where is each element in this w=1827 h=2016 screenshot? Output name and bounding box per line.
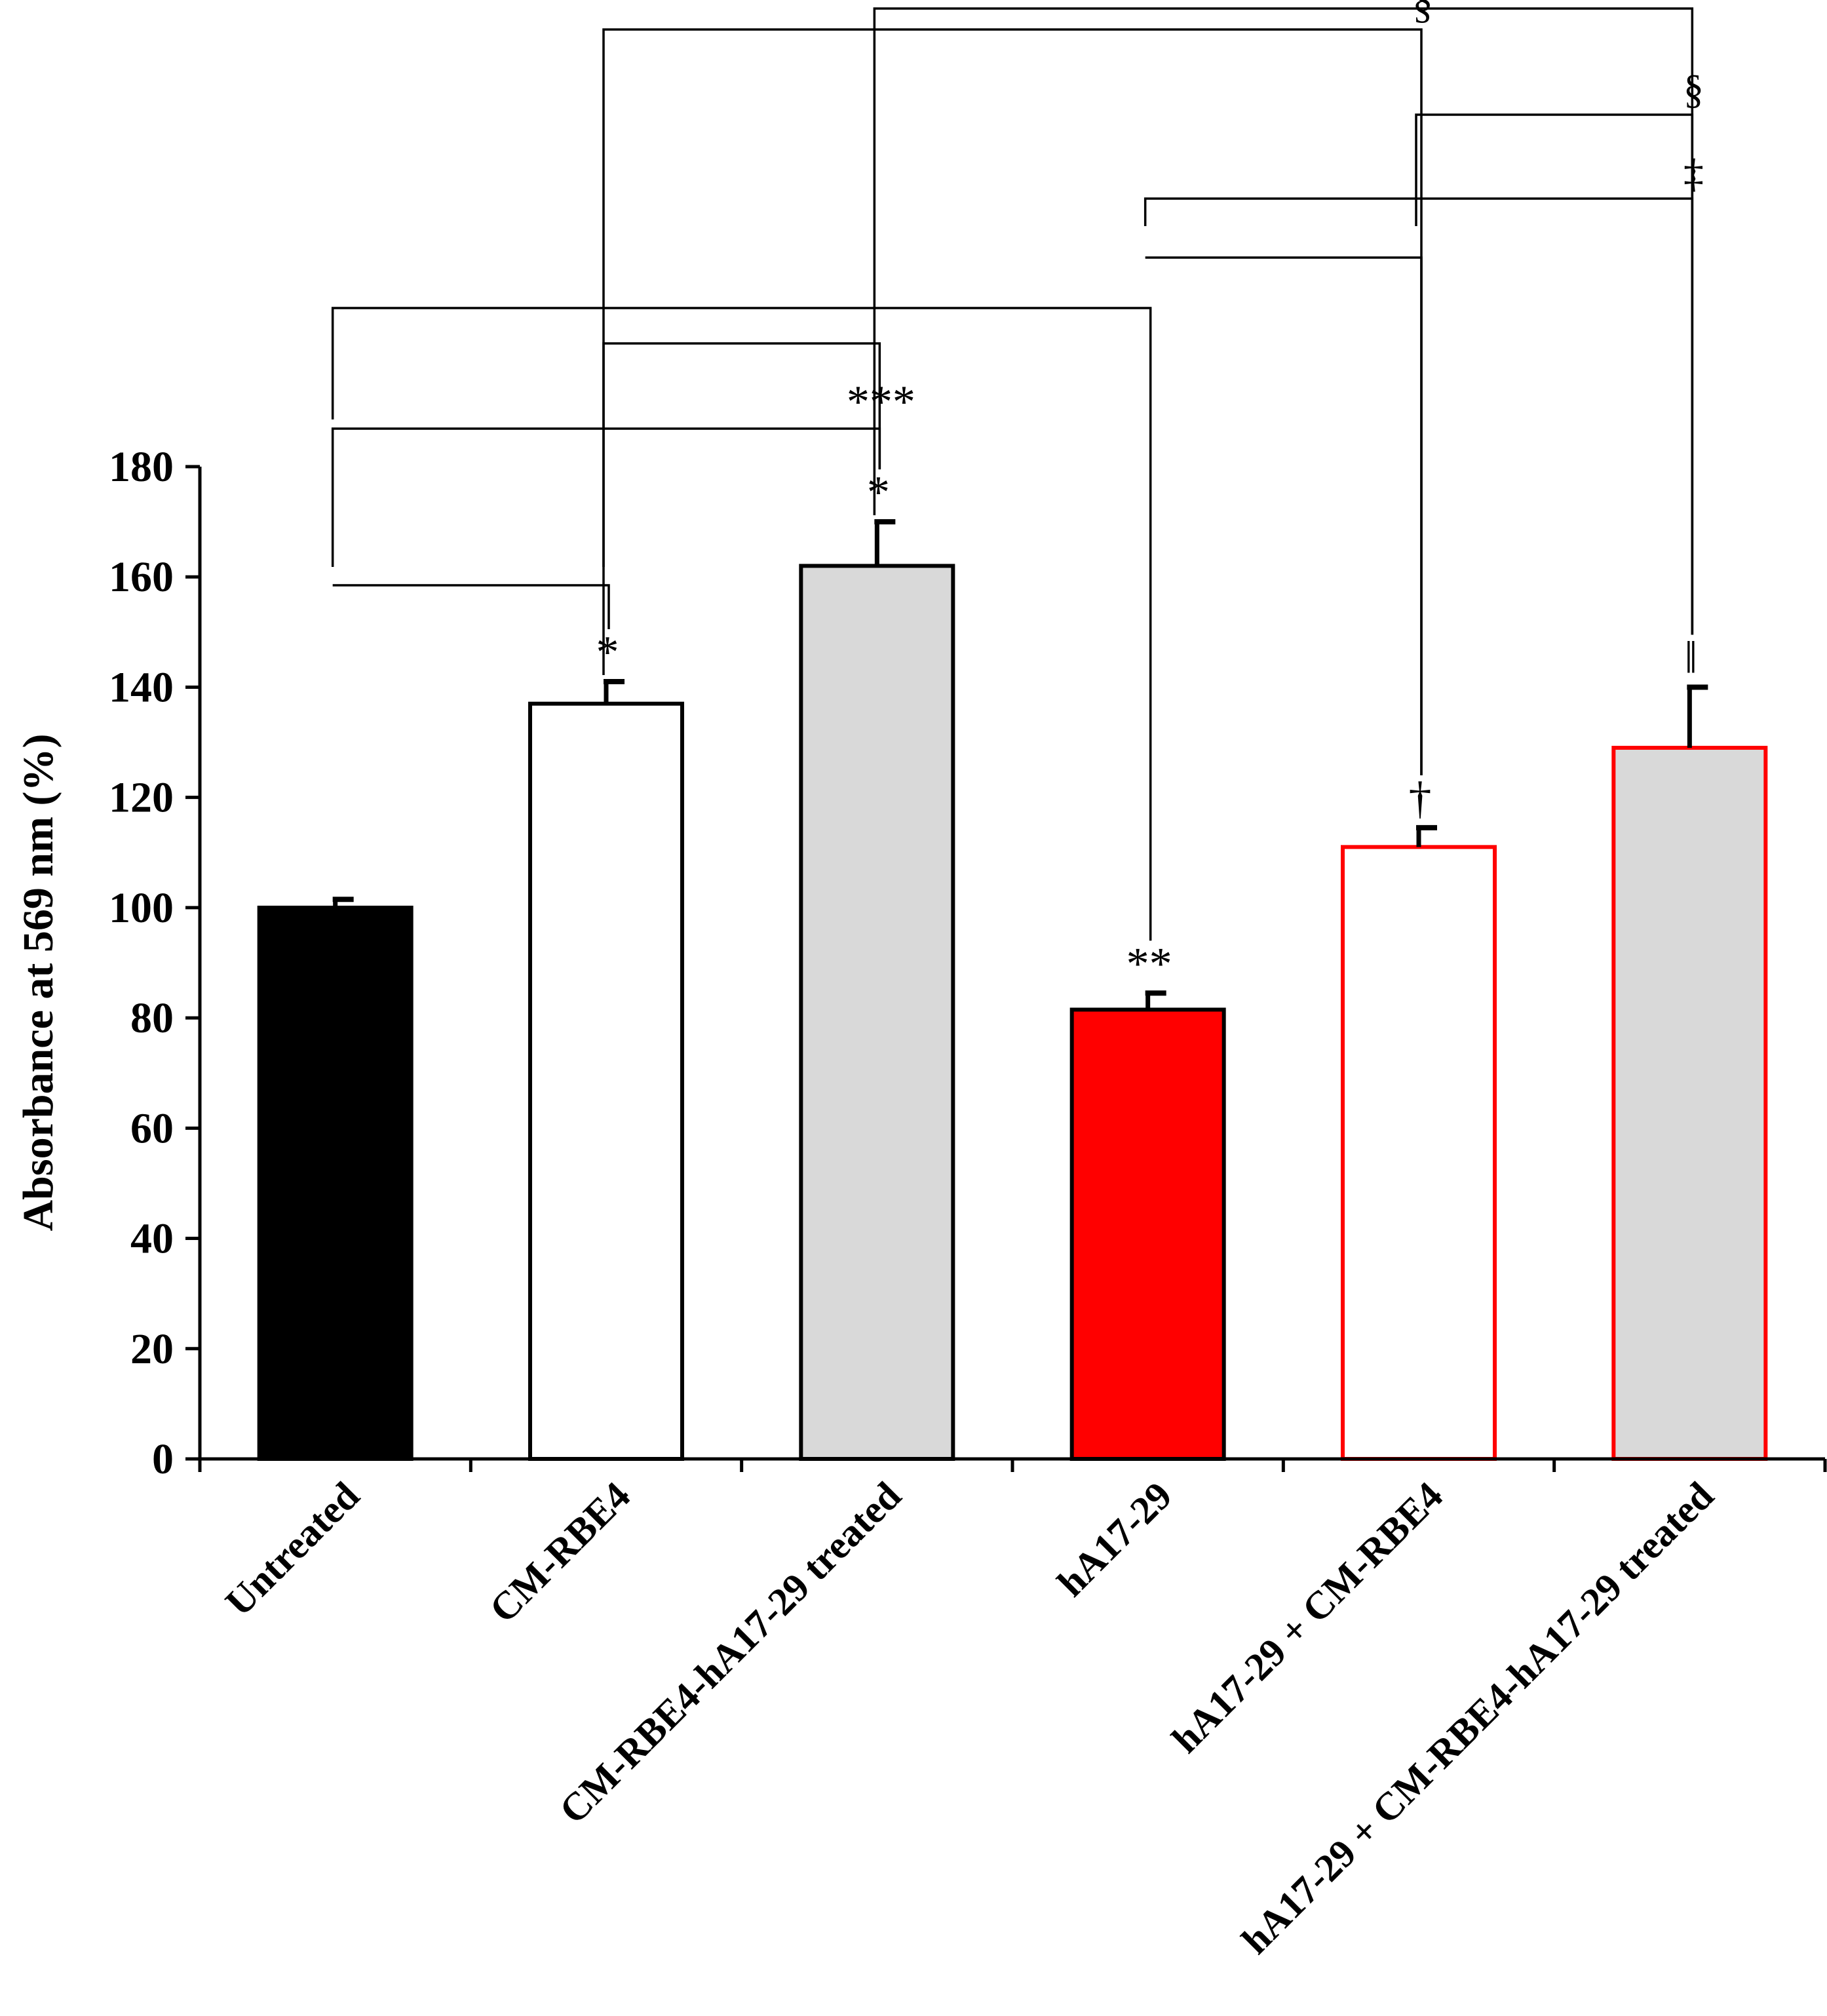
category-label: CM-RBE4	[481, 1474, 638, 1631]
significance-bracket	[1144, 197, 1694, 635]
bar-annotation: ‖	[1685, 632, 1698, 683]
y-tick-label: 160	[109, 553, 174, 601]
bracket-label: §	[1683, 68, 1704, 112]
bar	[1069, 1007, 1226, 1461]
category-label: hA17-29	[1049, 1474, 1180, 1605]
category-label: hA17-29 + CM-RBE4	[1164, 1474, 1452, 1762]
significance-bracket	[602, 342, 881, 567]
bar-annotation: *	[596, 627, 619, 678]
bar-annotation: †	[1409, 773, 1432, 824]
category-label: Untreated	[217, 1474, 368, 1625]
y-tick-label: 0	[152, 1435, 174, 1483]
significance-bracket	[1145, 256, 1423, 775]
bracket-label: ***	[847, 377, 915, 427]
bar-annotation: *	[867, 467, 890, 518]
y-tick-label: 100	[109, 884, 174, 932]
significance-bracket	[331, 427, 881, 567]
y-tick-label: 80	[130, 994, 174, 1042]
bar	[257, 905, 413, 1461]
significance-bracket	[1415, 113, 1694, 635]
bar	[528, 701, 684, 1461]
bar	[1611, 745, 1768, 1461]
bar	[1341, 845, 1497, 1462]
bar	[799, 564, 955, 1461]
y-tick-label: 180	[109, 443, 174, 491]
bracket-label: ‡	[1683, 151, 1704, 196]
significance-bracket	[602, 28, 1423, 775]
y-tick-label: 60	[130, 1104, 174, 1152]
y-tick-label: 20	[130, 1325, 174, 1373]
y-tick-label: 140	[109, 663, 174, 711]
category-label: hA17-29 + CM-RBE4-hA17-29 treated	[1233, 1474, 1721, 1962]
axes	[185, 465, 1827, 1472]
bars	[257, 519, 1768, 1462]
significance-bracket	[873, 7, 1694, 635]
y-axis-label: Absorbance at 569 nm (%)	[14, 734, 62, 1231]
significance-bracket	[332, 584, 610, 630]
significance-bracket	[331, 307, 1152, 941]
bar-annotation: **	[1126, 939, 1172, 989]
significance-brackets	[331, 7, 1694, 941]
y-tick-label: 120	[109, 774, 174, 822]
y-tick-label: 40	[130, 1215, 174, 1263]
bracket-label: §	[1413, 0, 1433, 27]
